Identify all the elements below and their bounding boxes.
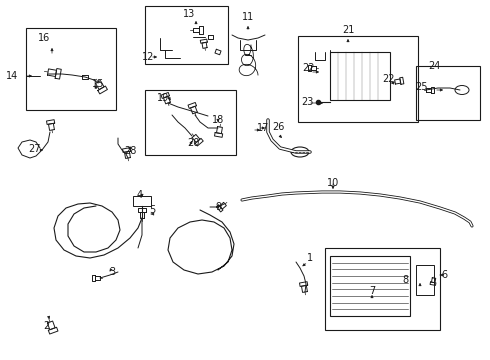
Text: 18: 18 (212, 115, 224, 125)
Bar (416, 265, 434, 295)
Text: 16: 16 (38, 33, 50, 43)
Text: 25: 25 (415, 82, 427, 92)
Bar (325, 248, 440, 330)
Text: 15: 15 (92, 79, 104, 89)
Bar (145, 90, 236, 155)
Bar (330, 256, 410, 316)
Text: 7: 7 (369, 286, 375, 296)
Text: 23: 23 (301, 97, 313, 107)
Text: 17: 17 (257, 123, 269, 133)
Text: 5: 5 (149, 205, 155, 215)
Text: 1: 1 (307, 253, 313, 263)
Bar (298, 36, 418, 122)
Text: 12: 12 (142, 52, 154, 62)
Text: 9: 9 (215, 202, 221, 212)
Bar (145, 6, 228, 64)
Text: 3: 3 (109, 267, 115, 277)
Bar (416, 66, 480, 120)
Text: 27: 27 (28, 144, 40, 154)
Text: 24: 24 (428, 61, 440, 71)
Text: 22: 22 (382, 74, 394, 84)
Text: 14: 14 (6, 71, 18, 81)
Bar (26, 28, 116, 110)
Bar (330, 52, 390, 100)
Text: 2: 2 (43, 321, 49, 331)
Text: 10: 10 (327, 178, 339, 188)
Text: 28: 28 (124, 146, 136, 156)
Text: 21: 21 (342, 25, 354, 35)
Text: 4: 4 (137, 190, 143, 200)
Text: 20: 20 (187, 138, 199, 148)
Text: 13: 13 (183, 9, 195, 19)
Text: 11: 11 (242, 12, 254, 22)
Text: 22: 22 (302, 63, 314, 73)
Bar (133, 196, 151, 206)
Text: 8: 8 (402, 275, 408, 285)
Text: 26: 26 (272, 122, 284, 132)
Text: 19: 19 (157, 93, 169, 103)
Text: 6: 6 (441, 270, 447, 280)
